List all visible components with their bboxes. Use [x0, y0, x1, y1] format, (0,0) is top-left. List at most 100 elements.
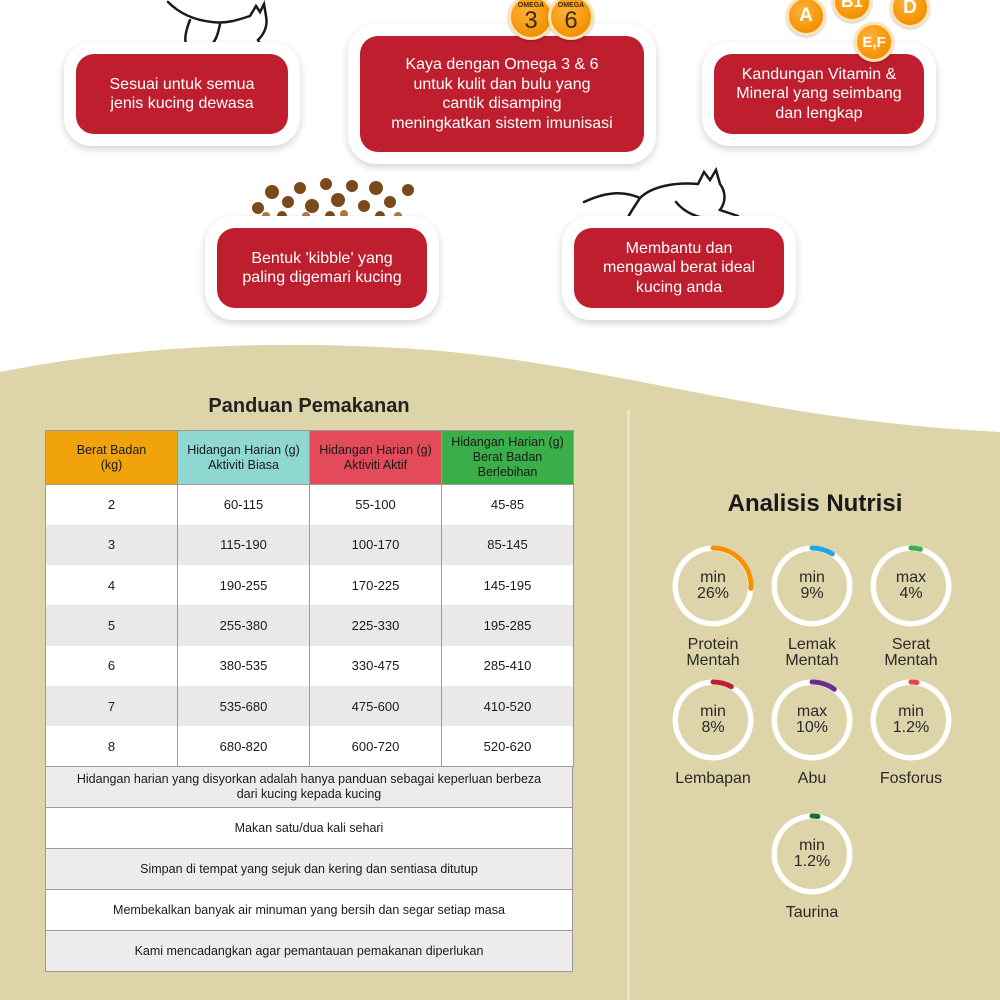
table-cell: 2	[45, 484, 178, 525]
progress-ring-icon	[672, 545, 754, 627]
table-cell: 55-100	[309, 484, 442, 525]
table-row: 5 255-380 225-330 195-285	[45, 605, 574, 646]
nutrient-label: Protein Mentah	[686, 636, 740, 669]
progress-ring-icon	[771, 545, 853, 627]
note-frequency: Makan satu/dua kali sehari	[45, 808, 573, 849]
nutrient-qualifier: max	[796, 703, 828, 720]
omega-3-icon: OMEGA 3	[508, 0, 554, 40]
kibble-icon	[252, 178, 414, 221]
header-body-weight: Berat Badan (kg)	[45, 430, 178, 485]
table-cell: 600-720	[309, 726, 442, 767]
nutrient-label: Taurina	[785, 904, 839, 921]
table-cell: 330-475	[309, 645, 442, 686]
nutrient-percentage: 26%	[696, 585, 730, 602]
table-cell: 45-85	[441, 484, 574, 525]
table-row: 4 190-255 170-225 145-195	[45, 565, 574, 606]
nutrient-percentage: 1.2%	[892, 719, 930, 736]
feature-text: Kandungan Vitamin & Mineral yang seimban…	[714, 54, 924, 134]
progress-ring-icon	[771, 679, 853, 761]
table-cell: 115-190	[177, 524, 310, 566]
progress-ring-icon	[672, 679, 754, 761]
section-divider	[627, 410, 630, 1000]
omega-6-icon: OMEGA 6	[548, 0, 594, 40]
nutrient-item: min 9% Lemak Mentah	[752, 543, 872, 669]
progress-ring-icon	[771, 813, 853, 895]
nutrient-ring: max 4%	[868, 543, 954, 629]
nutrient-value: min 8%	[670, 677, 756, 763]
ring-progress	[672, 545, 754, 627]
table-cell: 5	[45, 605, 178, 646]
nutrient-label: Serat Mentah	[884, 636, 938, 669]
feature-text: Membantu dan mengawal berat ideal kucing…	[574, 228, 784, 308]
table-cell: 285-410	[441, 645, 574, 686]
nutrient-ring: max 10%	[769, 677, 855, 763]
ring-progress	[870, 545, 952, 627]
feeding-guide-title: Panduan Pemakanan	[208, 395, 410, 417]
table-cell: 85-145	[441, 524, 574, 566]
feature-text: Kaya dengan Omega 3 & 6 untuk kulit dan …	[360, 36, 644, 152]
table-cell: 60-115	[177, 484, 310, 525]
nutrient-label: Lembapan	[675, 770, 751, 787]
table-cell: 255-380	[177, 605, 310, 646]
header-normal-activity: Hidangan Harian (g) Aktiviti Biasa	[177, 430, 310, 485]
table-row: 6 380-535 330-475 285-410	[45, 645, 574, 686]
nutrient-value: max 4%	[868, 543, 954, 629]
header-active: Hidangan Harian (g) Aktiviti Aktif	[309, 430, 442, 485]
nutrient-qualifier: min	[700, 569, 726, 586]
table-cell: 6	[45, 645, 178, 686]
table-cell: 225-330	[309, 605, 442, 646]
nutrient-qualifier: max	[895, 569, 927, 586]
feature-badge-kibble: Bentuk 'kibble' yang paling digemari kuc…	[205, 216, 439, 320]
table-cell: 380-535	[177, 645, 310, 686]
nutrient-value: min 26%	[670, 543, 756, 629]
nutrient-label: Abu	[797, 770, 827, 787]
nutrient-percentage: 9%	[800, 585, 824, 602]
table-cell: 190-255	[177, 565, 310, 606]
nutrient-qualifier: min	[799, 569, 825, 586]
nutrient-qualifier: min	[799, 837, 825, 854]
nutrient-item: min 1.2% Taurina	[752, 811, 872, 921]
header-overweight: Hidangan Harian (g) Berat Badan Berlebih…	[441, 430, 574, 485]
note-storage: Simpan di tempat yang sejuk dan kering d…	[45, 849, 573, 890]
vitamin-a-icon: A	[786, 0, 826, 36]
table-cell: 475-600	[309, 685, 442, 727]
nutrient-qualifier: min	[898, 703, 924, 720]
nutrient-value: min 1.2%	[868, 677, 954, 763]
nutrient-ring: min 8%	[670, 677, 756, 763]
nutrient-value: min 9%	[769, 543, 855, 629]
nutrient-percentage: 10%	[795, 719, 829, 736]
table-row: 8 680-820 600-720 520-620	[45, 726, 574, 767]
table-cell: 7	[45, 685, 178, 727]
nutrient-value: max 10%	[769, 677, 855, 763]
ring-progress	[672, 679, 754, 761]
table-cell: 680-820	[177, 726, 310, 767]
nutrient-ring: min 1.2%	[868, 677, 954, 763]
feature-badge-omega: Kaya dengan Omega 3 & 6 untuk kulit dan …	[348, 24, 656, 164]
nutrient-qualifier: min	[700, 703, 726, 720]
note-monitoring: Kami mencadangkan agar pemantauan pemaka…	[45, 931, 573, 972]
table-cell: 4	[45, 565, 178, 606]
ring-progress	[771, 679, 853, 761]
table-cell: 520-620	[441, 726, 574, 767]
feature-badge-vitamins: Kandungan Vitamin & Mineral yang seimban…	[702, 42, 936, 146]
cat-sitting-icon	[166, 0, 268, 46]
nutrient-item: min 8% Lembapan	[653, 677, 773, 787]
note-water: Membekalkan banyak air minuman yang bers…	[45, 890, 573, 931]
feature-text: Bentuk 'kibble' yang paling digemari kuc…	[217, 228, 427, 308]
table-cell: 195-285	[441, 605, 574, 646]
vitamin-ef-icon: E,F	[854, 22, 894, 62]
nutrient-percentage: 8%	[701, 719, 725, 736]
nutrition-title: Analisis Nutrisi	[727, 490, 903, 517]
feeding-notes: Hidangan harian yang disyorkan adalah ha…	[45, 766, 573, 972]
nutrient-ring: min 9%	[769, 543, 855, 629]
feature-badge-adult-cats: Sesuai untuk semua jenis kucing dewasa	[64, 42, 300, 146]
table-row: 3 115-190 100-170 85-145	[45, 524, 574, 566]
nutrient-item: max 4% Serat Mentah	[851, 543, 971, 669]
feature-text: Sesuai untuk semua jenis kucing dewasa	[76, 54, 288, 134]
table-row: 7 535-680 475-600 410-520	[45, 685, 574, 727]
ring-progress	[870, 679, 952, 761]
table-row: 2 60-115 55-100 45-85	[45, 484, 574, 525]
nutrient-percentage: 1.2%	[793, 853, 831, 870]
nutrient-label: Fosforus	[879, 770, 943, 787]
feeding-guide-table: Berat Badan (kg) Hidangan Harian (g) Akt…	[45, 430, 574, 767]
